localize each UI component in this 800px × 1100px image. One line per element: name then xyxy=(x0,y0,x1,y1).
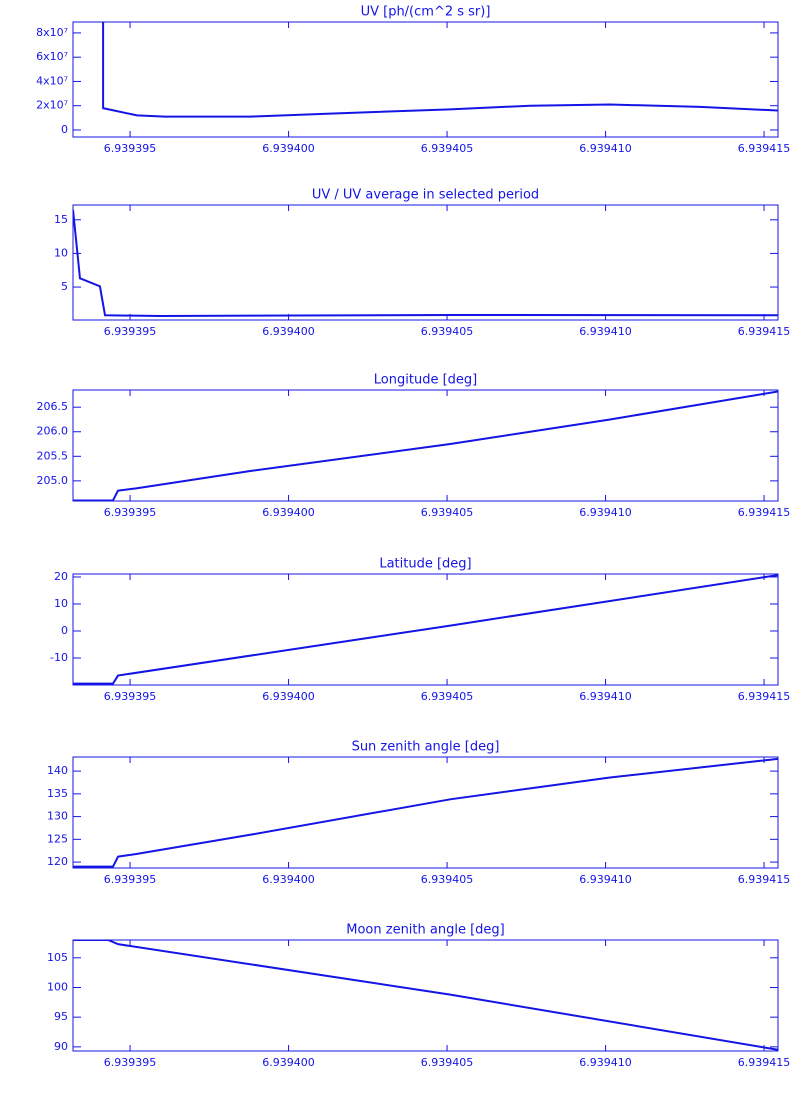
data-line xyxy=(73,940,778,1051)
chart-title: UV / UV average in selected period xyxy=(312,188,539,203)
x-tick-label: 6.939415 xyxy=(738,873,791,886)
x-tick-label: 6.939400 xyxy=(262,325,315,338)
y-tick-label: 10 xyxy=(54,246,68,259)
x-tick-label: 6.939400 xyxy=(262,1056,315,1069)
y-tick-label: 10 xyxy=(54,597,68,610)
y-tick-label: 0 xyxy=(61,624,68,637)
x-tick-label: 6.939410 xyxy=(579,325,632,338)
chart-title: Latitude [deg] xyxy=(379,557,471,572)
y-tick-label: 140 xyxy=(47,764,68,777)
y-tick-label: 135 xyxy=(47,787,68,800)
y-tick-label: 5 xyxy=(61,280,68,293)
x-tick-label: 6.939415 xyxy=(738,142,791,155)
data-line xyxy=(73,574,778,685)
data-line xyxy=(73,390,778,501)
y-tick-label: -10 xyxy=(50,651,68,664)
y-tick-label: 125 xyxy=(47,832,68,845)
x-tick-label: 6.939400 xyxy=(262,506,315,519)
x-tick-label: 6.939395 xyxy=(104,142,157,155)
x-tick-label: 6.939395 xyxy=(104,873,157,886)
x-tick-label: 6.939405 xyxy=(421,506,474,519)
y-tick-label: 206.5 xyxy=(37,400,69,413)
data-line xyxy=(73,209,778,317)
plot-frame xyxy=(72,21,779,138)
y-tick-label: 15 xyxy=(54,213,68,226)
x-tick-label: 6.939400 xyxy=(262,873,315,886)
y-tick-label: 205.5 xyxy=(37,449,69,462)
x-tick-label: 6.939415 xyxy=(738,325,791,338)
plot-frame xyxy=(72,389,779,502)
x-tick-label: 6.939405 xyxy=(421,325,474,338)
chart-title: Sun zenith angle [deg] xyxy=(352,740,500,755)
y-tick-label: 2x10⁷ xyxy=(36,99,68,112)
y-tick-label: 120 xyxy=(47,855,68,868)
plot-frame xyxy=(72,756,779,869)
plot-frame xyxy=(72,939,779,1052)
x-tick-label: 6.939410 xyxy=(579,142,632,155)
plot-frame xyxy=(72,573,779,686)
y-tick-label: 206.0 xyxy=(37,425,69,438)
x-tick-label: 6.939400 xyxy=(262,142,315,155)
y-tick-label: 95 xyxy=(54,1010,68,1023)
y-tick-label: 6x10⁷ xyxy=(36,50,68,63)
chart-title: Longitude [deg] xyxy=(374,373,477,388)
x-tick-label: 6.939410 xyxy=(579,506,632,519)
x-tick-label: 6.939415 xyxy=(738,690,791,703)
x-tick-label: 6.939395 xyxy=(104,325,157,338)
plot-frame xyxy=(72,204,779,321)
x-tick-label: 6.939400 xyxy=(262,690,315,703)
chart-title: Moon zenith angle [deg] xyxy=(346,923,504,938)
x-tick-label: 6.939395 xyxy=(104,1056,157,1069)
x-tick-label: 6.939410 xyxy=(579,1056,632,1069)
x-tick-label: 6.939395 xyxy=(104,506,157,519)
y-tick-label: 4x10⁷ xyxy=(36,74,68,87)
x-tick-label: 6.939405 xyxy=(421,873,474,886)
x-tick-label: 6.939405 xyxy=(421,1056,474,1069)
y-tick-label: 20 xyxy=(54,570,68,583)
data-line xyxy=(73,757,778,868)
x-tick-label: 6.939405 xyxy=(421,142,474,155)
x-tick-label: 6.939415 xyxy=(738,506,791,519)
y-tick-label: 90 xyxy=(54,1040,68,1053)
x-tick-label: 6.939415 xyxy=(738,1056,791,1069)
y-tick-label: 0 xyxy=(61,123,68,136)
y-tick-label: 130 xyxy=(47,810,68,823)
x-tick-label: 6.939410 xyxy=(579,873,632,886)
y-tick-label: 100 xyxy=(47,980,68,993)
chart-title: UV [ph/(cm^2 s sr)] xyxy=(361,5,491,20)
x-tick-label: 6.939410 xyxy=(579,690,632,703)
y-tick-label: 105 xyxy=(47,951,68,964)
data-line xyxy=(102,22,778,118)
y-tick-label: 205.0 xyxy=(37,474,69,487)
x-tick-label: 6.939405 xyxy=(421,690,474,703)
x-tick-label: 6.939395 xyxy=(104,690,157,703)
y-tick-label: 8x10⁷ xyxy=(36,26,68,39)
